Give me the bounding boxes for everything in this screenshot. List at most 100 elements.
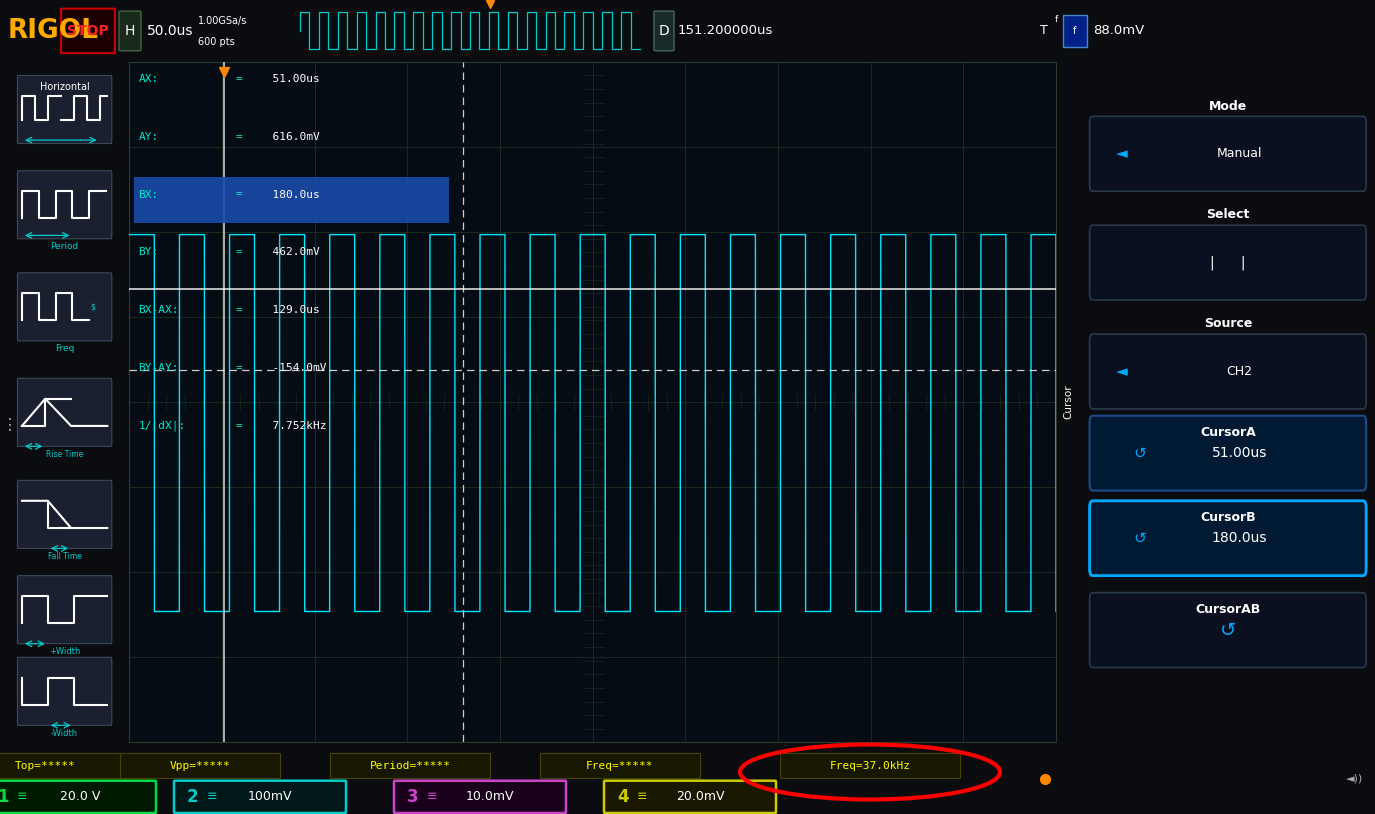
Text: ↺: ↺	[1134, 531, 1147, 545]
Text: T: T	[1040, 24, 1048, 37]
Text: BX-AX:: BX-AX:	[139, 305, 179, 315]
Text: $: $	[91, 302, 95, 311]
Text: 1/|dX|:: 1/|dX|:	[139, 421, 186, 431]
FancyBboxPatch shape	[18, 76, 111, 143]
Text: =: =	[236, 190, 242, 199]
Bar	[0, 754, 125, 777]
Text: Top=*****: Top=*****	[15, 760, 76, 771]
Text: ↺: ↺	[1220, 620, 1236, 640]
Bar	[120, 754, 280, 777]
Bar	[780, 754, 960, 777]
FancyBboxPatch shape	[120, 11, 142, 50]
FancyBboxPatch shape	[395, 781, 566, 813]
Text: AX:: AX:	[139, 74, 158, 84]
Text: 88.0mV: 88.0mV	[1093, 24, 1144, 37]
Text: CursorB: CursorB	[1200, 511, 1255, 524]
Text: Period=*****: Period=*****	[370, 760, 451, 771]
Text: CursorA: CursorA	[1200, 427, 1255, 440]
Bar	[1063, 15, 1088, 47]
FancyBboxPatch shape	[18, 379, 111, 446]
Text: ◄: ◄	[1116, 364, 1127, 379]
Text: 2: 2	[187, 788, 198, 806]
Text: Mode: Mode	[1209, 99, 1247, 112]
Text: f: f	[1055, 15, 1059, 24]
Text: 616.0mV: 616.0mV	[258, 132, 320, 142]
Text: Freq=*****: Freq=*****	[586, 760, 653, 771]
FancyBboxPatch shape	[18, 273, 111, 341]
Text: =: =	[236, 363, 242, 373]
Text: 51.00us: 51.00us	[258, 74, 320, 84]
FancyBboxPatch shape	[1089, 225, 1367, 300]
FancyBboxPatch shape	[1089, 334, 1367, 409]
Text: RIGOL: RIGOL	[8, 18, 99, 44]
Text: 4: 4	[617, 788, 628, 806]
Text: Rise Time: Rise Time	[45, 450, 84, 459]
Text: Freq: Freq	[55, 344, 74, 353]
FancyBboxPatch shape	[1089, 593, 1367, 667]
Text: 3: 3	[407, 788, 418, 806]
Text: 51.00us: 51.00us	[1211, 446, 1268, 460]
Text: 129.0us: 129.0us	[258, 305, 320, 315]
Text: ≡: ≡	[208, 790, 217, 803]
FancyBboxPatch shape	[18, 171, 111, 239]
Text: =: =	[236, 132, 242, 142]
Text: ≡: ≡	[637, 790, 648, 803]
Text: ≡: ≡	[16, 790, 28, 803]
Text: ◄)): ◄))	[1346, 773, 1364, 784]
FancyBboxPatch shape	[60, 9, 116, 53]
Text: ◄: ◄	[1116, 147, 1127, 161]
Bar	[330, 754, 490, 777]
Text: 180.0us: 180.0us	[258, 190, 320, 199]
FancyBboxPatch shape	[18, 480, 111, 549]
Text: Cursor: Cursor	[1063, 385, 1074, 419]
Text: 600 pts: 600 pts	[198, 37, 235, 47]
Text: 10.0mV: 10.0mV	[466, 790, 514, 803]
Text: Freq=37.0kHz: Freq=37.0kHz	[829, 760, 910, 771]
Text: •
•
•: • • •	[8, 418, 12, 435]
FancyBboxPatch shape	[18, 575, 111, 644]
Text: CH2: CH2	[1226, 365, 1253, 378]
FancyBboxPatch shape	[1089, 116, 1367, 191]
Text: 151.200000us: 151.200000us	[678, 24, 773, 37]
Text: ≡: ≡	[428, 790, 437, 803]
Text: 180.0us: 180.0us	[1211, 532, 1268, 545]
Text: Vpp=*****: Vpp=*****	[169, 760, 231, 771]
FancyBboxPatch shape	[0, 781, 155, 813]
Text: 462.0mV: 462.0mV	[258, 247, 320, 257]
Text: BY-AY:: BY-AY:	[139, 363, 179, 373]
Text: =: =	[236, 247, 242, 257]
Text: =: =	[236, 74, 242, 84]
Text: 7.752kHz: 7.752kHz	[258, 421, 326, 431]
Bar	[133, 177, 450, 223]
Text: +Width: +Width	[49, 647, 80, 656]
Bar	[540, 754, 700, 777]
Text: Fall Time: Fall Time	[48, 552, 81, 561]
Text: BX:: BX:	[139, 190, 158, 199]
Text: =: =	[236, 305, 242, 315]
Text: -Width: -Width	[51, 729, 78, 737]
FancyBboxPatch shape	[1089, 501, 1367, 575]
Text: Manual: Manual	[1217, 147, 1262, 160]
Text: D: D	[659, 24, 670, 38]
Text: CursorAB: CursorAB	[1195, 603, 1261, 616]
Text: 20.0 V: 20.0 V	[59, 790, 100, 803]
Text: 20.0mV: 20.0mV	[675, 790, 725, 803]
Text: f: f	[1074, 26, 1077, 36]
Text: Horizontal: Horizontal	[40, 82, 89, 92]
Text: 1.00GSa/s: 1.00GSa/s	[198, 16, 247, 26]
Text: BY:: BY:	[139, 247, 158, 257]
FancyBboxPatch shape	[1089, 416, 1367, 491]
Text: Period: Period	[51, 243, 78, 252]
Text: 1: 1	[0, 788, 8, 806]
FancyBboxPatch shape	[175, 781, 346, 813]
FancyBboxPatch shape	[18, 658, 111, 725]
Text: Source: Source	[1203, 317, 1253, 330]
FancyBboxPatch shape	[654, 11, 674, 50]
Text: ↺: ↺	[1134, 445, 1147, 461]
Text: Select: Select	[1206, 208, 1250, 221]
Text: AY:: AY:	[139, 132, 158, 142]
Text: |      |: | |	[1210, 256, 1246, 270]
FancyBboxPatch shape	[604, 781, 775, 813]
Text: 100mV: 100mV	[248, 790, 293, 803]
Text: 50.0us: 50.0us	[147, 24, 194, 38]
